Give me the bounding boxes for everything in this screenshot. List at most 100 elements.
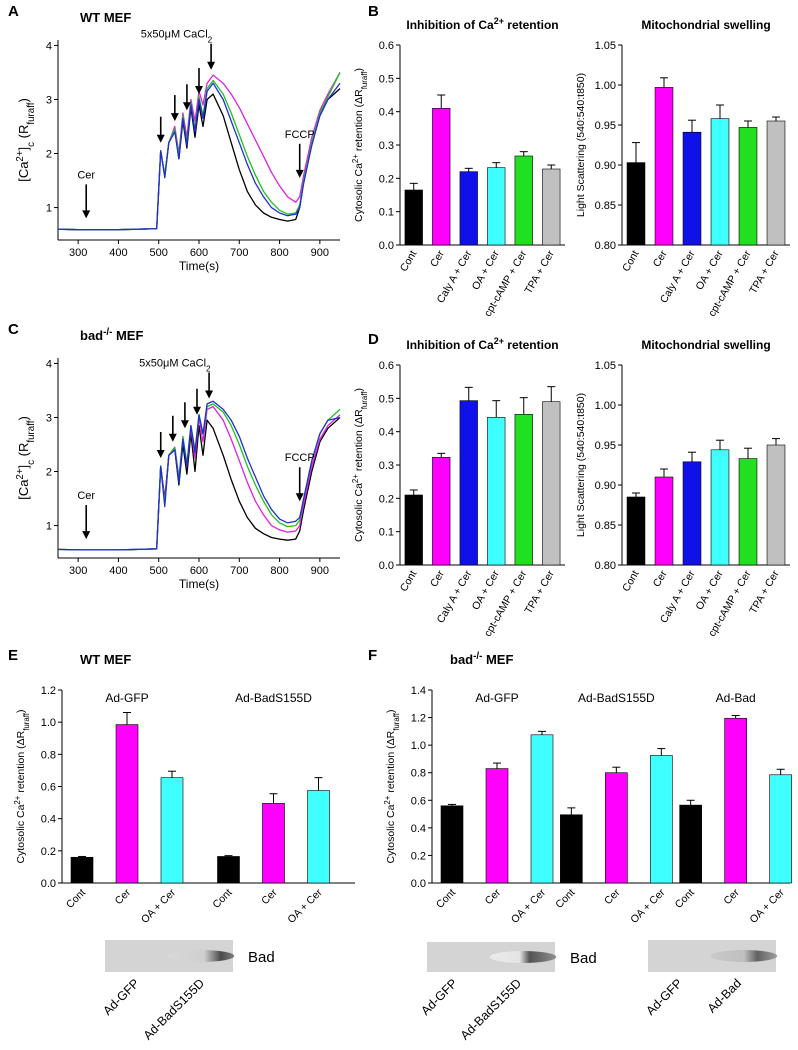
panel-letter: C — [8, 321, 19, 338]
text-part: 2+ — [494, 336, 504, 346]
error-bar — [688, 451, 696, 462]
error-bar — [464, 386, 473, 401]
error-bar — [493, 762, 501, 769]
arrow — [195, 68, 203, 95]
x-tick-label: 800 — [270, 247, 288, 259]
y-tick-label: 4 — [46, 358, 52, 370]
y-tick-label: 1.2 — [41, 685, 56, 697]
text-part: ) — [16, 416, 31, 420]
x-tick-label: 300 — [69, 247, 87, 259]
text-part: ) — [16, 98, 31, 102]
y-axis-label: Light Scattering (540:540:t850) — [575, 393, 587, 537]
error-bar — [464, 167, 473, 172]
text-part: (R — [16, 125, 31, 142]
text-part: c — [26, 142, 37, 147]
text-part: retention (ΔR — [385, 730, 397, 795]
y-tick-label: 2 — [46, 149, 52, 161]
bar — [682, 131, 702, 246]
group-label: Ad-GFP — [105, 691, 148, 705]
bar — [626, 162, 646, 246]
bar — [487, 167, 506, 246]
bar — [542, 168, 561, 246]
data-line — [57, 82, 341, 231]
error-bar — [716, 439, 724, 450]
chart: 0.80 0.85 0.90 0.95 1.00 1.05 Light Scattering… — [575, 338, 790, 639]
text-part: retention (ΔR — [353, 409, 365, 474]
y-tick-label: 0.0 — [41, 878, 56, 890]
arrow — [82, 505, 91, 540]
y-tick-label: 0.85 — [595, 200, 616, 212]
chart-title: bad-/- MEF — [450, 651, 513, 668]
annotation: 5x50μM CaCl2 — [139, 358, 211, 374]
x-tick-label: Cer — [428, 568, 447, 589]
x-tick-label: Cont — [620, 248, 642, 273]
chart: E 0.0 0.2 0.4 0.6 0.8 1.0 1.2 Cytosolic Ca2+ ret… — [8, 647, 355, 926]
text-part: (R — [16, 443, 31, 460]
x-tick-label: 900 — [311, 247, 329, 259]
arrow — [156, 116, 165, 143]
error-bar — [567, 807, 576, 815]
text-part: 2+ — [15, 468, 26, 479]
arrow-head — [82, 210, 91, 219]
text-part: retention — [504, 338, 559, 352]
text-part: furaff — [360, 391, 369, 410]
y-axis-label: Cytosolic Ca2+ retention (ΔRfuraff) — [351, 68, 369, 222]
y-axis-label: [Ca2+]c (Rfuraff) — [15, 98, 37, 182]
bar — [459, 400, 478, 566]
blot-label: Bad — [248, 949, 275, 966]
x-tick-label: 400 — [109, 565, 127, 577]
bar — [160, 777, 184, 884]
text-part: bad — [450, 652, 473, 667]
text-part: Cytosolic Ca — [353, 483, 365, 542]
x-tick-label: OA + Cer — [628, 886, 668, 926]
chart-title: Mitochondrial swelling — [641, 338, 770, 352]
error-bar — [776, 768, 785, 775]
chart: A 1 2 3 4 300 400 500 600 700 800 900 Time(s) [Ca2+]c… — [8, 3, 341, 273]
bar — [514, 414, 533, 566]
panel-letter: E — [8, 647, 18, 664]
text-part: 2+ — [15, 150, 26, 161]
x-tick-label: Cer — [428, 248, 447, 269]
text-part: Inhibition of Ca — [406, 18, 494, 32]
x-tick-label: 600 — [190, 247, 208, 259]
bar — [724, 717, 747, 884]
bar — [710, 449, 730, 566]
y-tick-label: 0.2 — [379, 493, 394, 505]
x-tick-label: Cont — [398, 248, 420, 273]
text-part: -/- — [103, 327, 112, 338]
error-bar — [492, 162, 501, 168]
arrow-head — [168, 433, 177, 442]
bar — [70, 856, 94, 884]
blot-label: Bad — [570, 950, 597, 967]
x-tick-label: Cont — [64, 887, 88, 911]
y-tick-label: 0.2 — [41, 846, 56, 858]
error-bar — [744, 447, 752, 459]
bar — [459, 171, 478, 246]
text-part: 2+ — [494, 16, 504, 26]
y-tick-label: 0.0 — [379, 560, 394, 572]
text-part: retention (ΔR — [353, 89, 365, 154]
panel-letter: D — [368, 331, 379, 348]
annotation: Cer — [77, 490, 95, 502]
x-tick-label: Cer — [721, 886, 742, 907]
chart-title: Inhibition of Ca2+ retention — [406, 16, 558, 32]
y-tick-label: 1 — [46, 203, 52, 215]
y-tick-label: 0.0 — [411, 878, 426, 890]
bar — [650, 755, 673, 884]
text-part: ) — [353, 68, 365, 72]
arrow — [295, 467, 304, 502]
error-bar — [492, 400, 501, 418]
y-tick-label: 0.4 — [379, 107, 394, 119]
x-tick-label: 800 — [270, 565, 288, 577]
arrow-head — [180, 420, 189, 429]
y-tick-label: 0.80 — [595, 240, 616, 252]
x-axis-label: Time(s) — [179, 577, 219, 591]
bar — [440, 805, 464, 884]
bar — [530, 734, 554, 884]
x-tick-label: OA + Cer — [285, 886, 325, 926]
error-bar — [437, 94, 446, 109]
text-part: bad — [80, 328, 103, 343]
x-tick-label: OA + Cer — [748, 886, 788, 926]
text-part: c — [26, 460, 37, 465]
